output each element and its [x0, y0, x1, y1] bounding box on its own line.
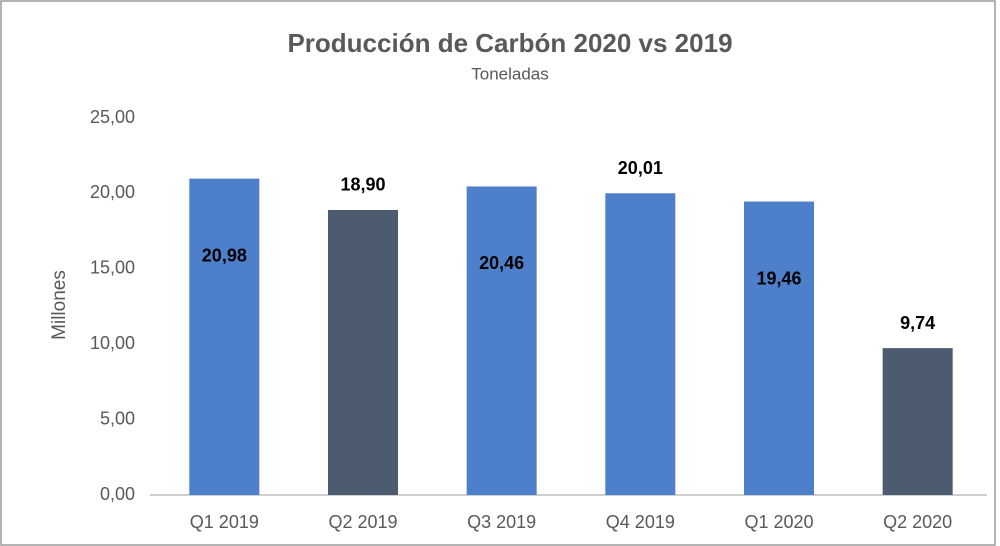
y-tick-label: 15,00 — [90, 258, 135, 278]
chart-title: Producción de Carbón 2020 vs 2019 — [287, 28, 732, 58]
x-tick-label: Q1 2020 — [744, 512, 813, 532]
x-tick-label: Q2 2019 — [328, 512, 397, 532]
x-tick-label: Q2 2020 — [883, 512, 952, 532]
y-tick-label: 10,00 — [90, 333, 135, 353]
data-label: 9,74 — [900, 313, 935, 333]
data-label: 20,46 — [479, 253, 524, 273]
chart-subtitle: Toneladas — [471, 64, 549, 83]
x-tick-label: Q3 2019 — [467, 512, 536, 532]
y-tick-label: 5,00 — [100, 408, 135, 428]
x-tick-label: Q4 2019 — [606, 512, 675, 532]
data-label: 18,90 — [340, 175, 385, 195]
bar — [466, 186, 537, 495]
data-label: 19,46 — [756, 268, 801, 288]
bar — [882, 348, 953, 495]
bar — [744, 201, 814, 495]
bar — [605, 193, 676, 495]
bar — [189, 178, 260, 496]
data-label: 20,01 — [618, 158, 663, 178]
y-axis-label: Millones — [49, 270, 70, 340]
y-tick-label: 20,00 — [90, 182, 135, 202]
y-tick-label: 0,00 — [100, 484, 135, 504]
y-tick-label: 25,00 — [90, 107, 135, 127]
x-tick-label: Q1 2019 — [190, 512, 259, 532]
data-label: 20,98 — [202, 245, 247, 265]
bar — [328, 209, 398, 495]
